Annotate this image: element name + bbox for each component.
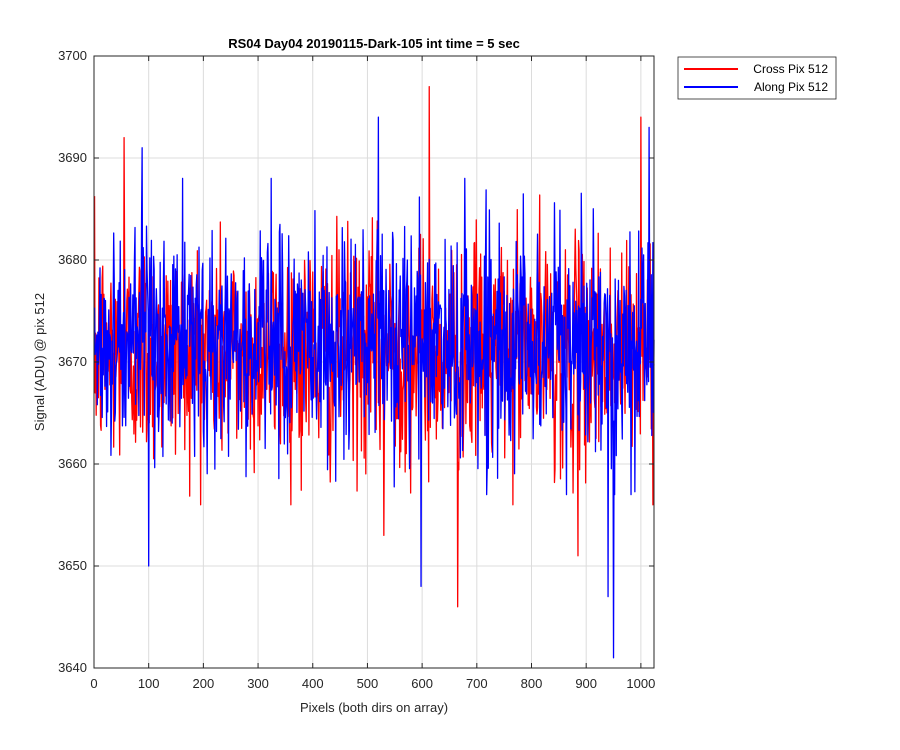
y-tick-label: 3700 [58, 48, 87, 63]
x-tick-label: 800 [521, 676, 543, 691]
chart-title: RS04 Day04 20190115-Dark-105 int time = … [228, 36, 520, 51]
series-line-cross-pix [93, 85, 655, 608]
x-tick-label: 300 [247, 676, 269, 691]
x-tick-label: 100 [138, 676, 160, 691]
legend: Cross Pix 512 Along Pix 512 [677, 56, 837, 100]
x-tick-label: 500 [357, 676, 379, 691]
legend-label-cross: Cross Pix 512 [753, 62, 828, 76]
y-axis-label: Signal (ADU) @ pix 512 [32, 293, 47, 431]
x-tick-label: 200 [193, 676, 215, 691]
x-tick-label: 1000 [626, 676, 655, 691]
x-tick-label: 900 [575, 676, 597, 691]
x-tick-label: 700 [466, 676, 488, 691]
x-tick-label: 400 [302, 676, 324, 691]
y-tick-label: 3690 [58, 150, 87, 165]
y-tick-label: 3670 [58, 354, 87, 369]
legend-label-along: Along Pix 512 [754, 80, 828, 94]
axis-ticks: 0 100 200 300 400 500 600 700 800 900 1000 3640 3650… [58, 48, 655, 691]
x-tick-label: 0 [90, 676, 97, 691]
y-tick-label: 3640 [58, 660, 87, 675]
x-axis-label: Pixels (both dirs on array) [300, 700, 448, 715]
x-tick-label: 600 [411, 676, 433, 691]
y-tick-label: 3660 [58, 456, 87, 471]
legend-box [677, 56, 837, 100]
y-tick-label: 3680 [58, 252, 87, 267]
y-tick-label: 3650 [58, 558, 87, 573]
plot-lines [93, 85, 655, 659]
series-line-along-pix [93, 116, 655, 659]
